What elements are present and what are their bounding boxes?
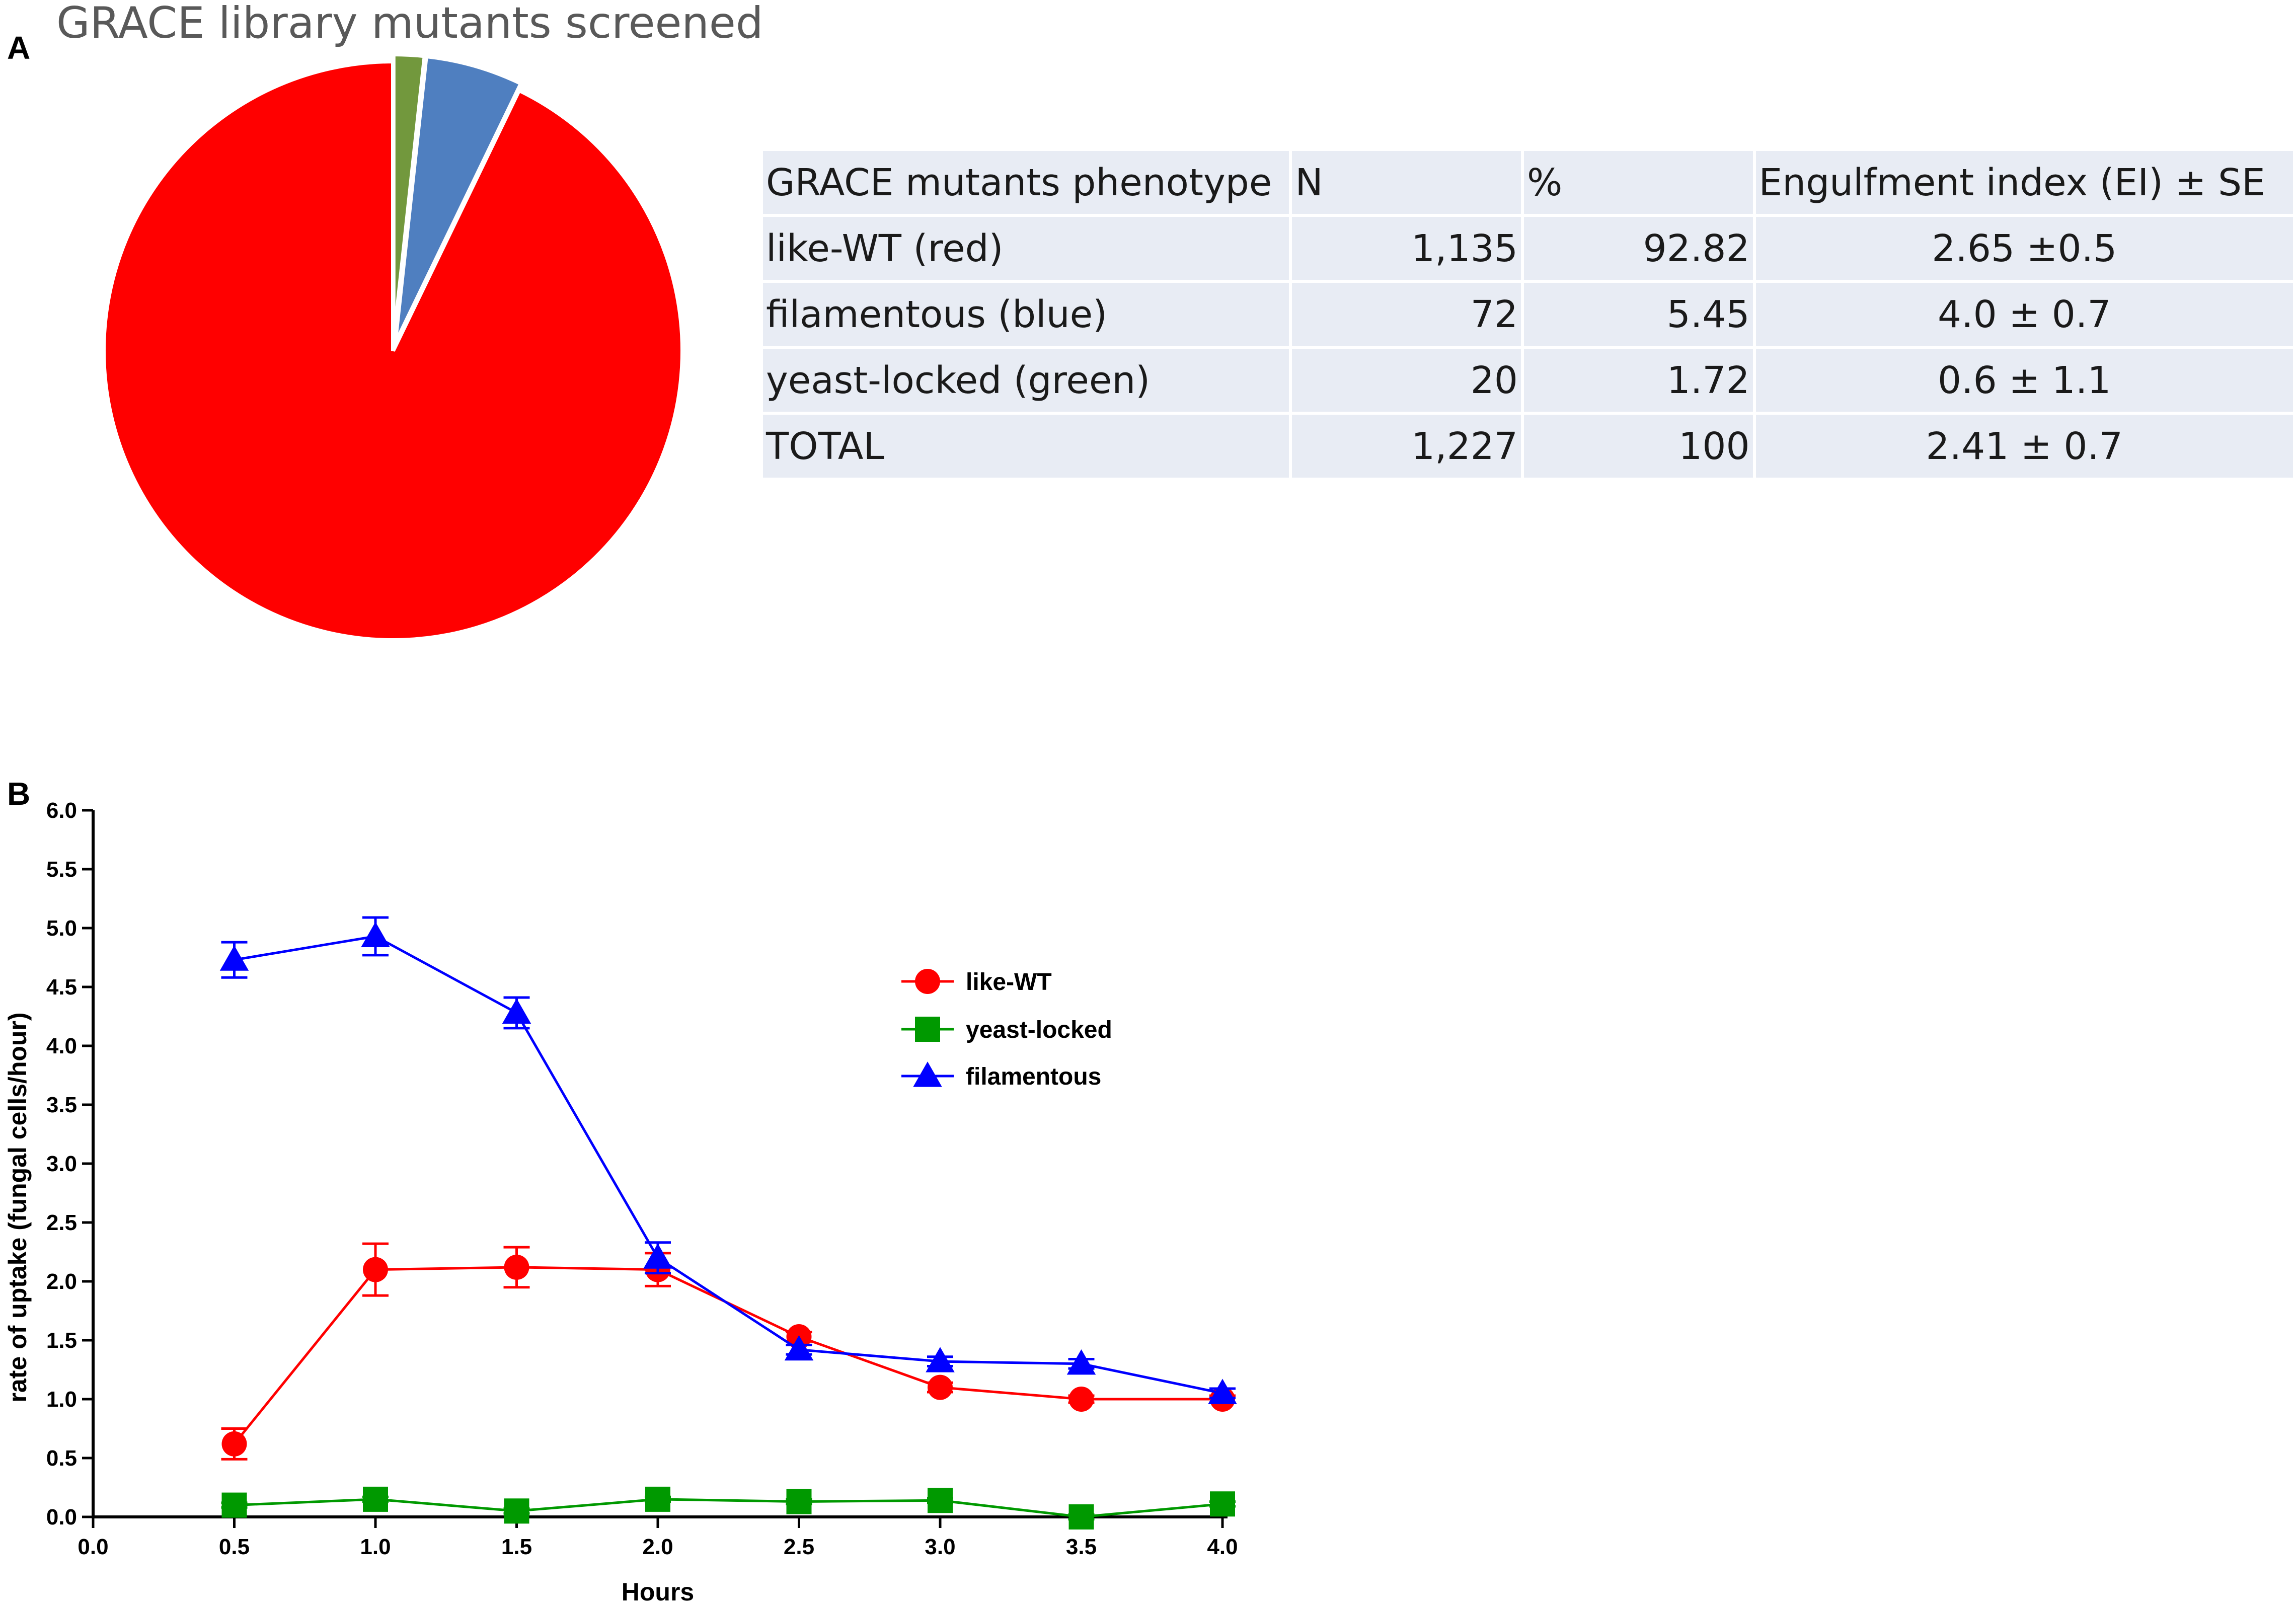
series-like-wt bbox=[221, 1242, 1236, 1461]
y-tick-label: 6.0 bbox=[46, 798, 77, 823]
data-point-filamentous bbox=[926, 1347, 955, 1372]
table-cell: 4.0 ± 0.7 bbox=[1755, 283, 2293, 346]
table-cell: yeast-locked (green) bbox=[763, 349, 1289, 412]
y-axis-title: rate of uptake (fungal cells/hour) bbox=[4, 1012, 32, 1402]
legend-item-like-wt: like-WT bbox=[901, 969, 1052, 996]
table-header-row: GRACE mutants phenotype N % Engulfment i… bbox=[763, 151, 2293, 214]
legend-item-filamentous: filamentous bbox=[901, 1061, 1101, 1090]
legend-marker-yeast-locked bbox=[915, 1017, 940, 1042]
y-tick-label: 1.0 bbox=[46, 1387, 77, 1412]
series-filamentous bbox=[219, 916, 1237, 1404]
data-point-filamentous bbox=[784, 1335, 814, 1361]
x-tick-label: 1.5 bbox=[501, 1535, 532, 1559]
pie-chart bbox=[102, 52, 684, 642]
legend-label: like-WT bbox=[966, 969, 1052, 996]
data-point-yeast-locked bbox=[928, 1488, 953, 1513]
table-cell: 5.45 bbox=[1523, 283, 1753, 346]
y-tick-label: 3.0 bbox=[46, 1152, 77, 1176]
table-row: TOTAL 1,227 100 2.41 ± 0.7 bbox=[763, 415, 2293, 478]
table-header-cell: % bbox=[1523, 151, 1753, 214]
table-cell: 92.82 bbox=[1523, 217, 1753, 280]
legend-marker-filamentous bbox=[913, 1061, 942, 1087]
y-tick-label: 4.5 bbox=[46, 975, 77, 1000]
series-yeast-locked bbox=[221, 1486, 1236, 1529]
table-cell: 1,227 bbox=[1292, 415, 1521, 478]
table-cell: 2.41 ± 0.7 bbox=[1755, 415, 2293, 478]
data-point-like-wt bbox=[504, 1254, 529, 1280]
x-axis-title: Hours bbox=[622, 1578, 694, 1606]
phenotype-summary-table: GRACE mutants phenotype N % Engulfment i… bbox=[760, 148, 2296, 481]
x-tick-label: 3.0 bbox=[925, 1535, 955, 1559]
table-cell: TOTAL bbox=[763, 415, 1289, 478]
table-cell: 2.65 ±0.5 bbox=[1755, 217, 2293, 280]
y-tick-label: 0.0 bbox=[46, 1505, 77, 1529]
table-cell: like-WT (red) bbox=[763, 217, 1289, 280]
y-tick-label: 4.0 bbox=[46, 1034, 77, 1058]
data-point-yeast-locked bbox=[645, 1486, 670, 1512]
table-header-cell: N bbox=[1292, 151, 1521, 214]
x-tick-label: 1.0 bbox=[360, 1535, 391, 1559]
pie-chart-title: GRACE library mutants screened bbox=[56, 0, 763, 48]
series-line-like-wt bbox=[233, 1266, 1222, 1445]
series-line-filamentous bbox=[234, 935, 1223, 1395]
y-tick-label: 3.5 bbox=[46, 1093, 77, 1117]
legend-marker-like-wt bbox=[915, 969, 940, 994]
data-point-yeast-locked bbox=[363, 1486, 388, 1512]
table-cell: 100 bbox=[1523, 415, 1753, 478]
legend-item-yeast-locked: yeast-locked bbox=[901, 1017, 1112, 1043]
y-tick-label: 2.0 bbox=[46, 1269, 77, 1294]
data-point-like-wt bbox=[928, 1374, 953, 1400]
data-point-like-wt bbox=[363, 1257, 388, 1282]
x-tick-label: 2.5 bbox=[784, 1535, 814, 1559]
data-point-like-wt bbox=[1068, 1387, 1094, 1412]
table-cell: 20 bbox=[1292, 349, 1521, 412]
y-tick-label: 5.5 bbox=[46, 857, 77, 882]
data-point-yeast-locked bbox=[1210, 1491, 1235, 1517]
table-row: filamentous (blue) 72 5.45 4.0 ± 0.7 bbox=[763, 283, 2293, 346]
legend-label: yeast-locked bbox=[966, 1017, 1112, 1043]
data-point-yeast-locked bbox=[1068, 1504, 1094, 1529]
data-point-filamentous bbox=[219, 945, 249, 971]
line-chart: 0.0 0.5 1.0 1.5 2.0 2.5 3.0 3.5 4.0 4.5 5.0 5.5 6.0 0… bbox=[4, 798, 1238, 1606]
x-tick-label: 4.0 bbox=[1207, 1535, 1238, 1559]
data-point-like-wt bbox=[221, 1431, 247, 1457]
pie-slice-filamentous bbox=[393, 54, 524, 345]
y-tick-label: 2.5 bbox=[46, 1210, 77, 1235]
panel-label-a: A bbox=[7, 30, 31, 66]
x-tick-label: 3.5 bbox=[1066, 1535, 1097, 1559]
x-tick-label: 0.5 bbox=[219, 1535, 250, 1559]
table-cell: 72 bbox=[1292, 283, 1521, 346]
data-point-filamentous bbox=[1066, 1349, 1096, 1375]
table-cell: 0.6 ± 1.1 bbox=[1755, 349, 2293, 412]
table-cell: filamentous (blue) bbox=[763, 283, 1289, 346]
pie-slice-like-wt bbox=[102, 59, 684, 642]
x-tick-label: 0.0 bbox=[78, 1535, 108, 1559]
panel-label-b: B bbox=[7, 776, 31, 812]
series-line-yeast-locked bbox=[234, 1498, 1223, 1518]
y-tick-label: 1.5 bbox=[46, 1328, 77, 1353]
legend-label: filamentous bbox=[966, 1063, 1101, 1090]
table-row: like-WT (red) 1,135 92.82 2.65 ±0.5 bbox=[763, 217, 2293, 280]
data-point-filamentous bbox=[643, 1243, 672, 1269]
y-tick-label: 0.5 bbox=[46, 1446, 77, 1471]
table-row: yeast-locked (green) 20 1.72 0.6 ± 1.1 bbox=[763, 349, 2293, 412]
data-point-yeast-locked bbox=[221, 1492, 247, 1518]
data-point-filamentous bbox=[361, 922, 390, 947]
y-tick-label: 5.0 bbox=[46, 916, 77, 941]
pie-slice-yeast-locked bbox=[391, 52, 427, 344]
table-header-cell: Engulfment index (EI) ± SE bbox=[1755, 151, 2293, 214]
table-cell: 1.72 bbox=[1523, 349, 1753, 412]
data-point-yeast-locked bbox=[786, 1489, 812, 1514]
table-cell: 1,135 bbox=[1292, 217, 1521, 280]
data-point-yeast-locked bbox=[504, 1498, 529, 1524]
x-tick-label: 2.0 bbox=[642, 1535, 673, 1559]
data-point-filamentous bbox=[1208, 1379, 1237, 1404]
data-point-filamentous bbox=[502, 998, 531, 1024]
table-header-cell: GRACE mutants phenotype bbox=[763, 151, 1289, 214]
